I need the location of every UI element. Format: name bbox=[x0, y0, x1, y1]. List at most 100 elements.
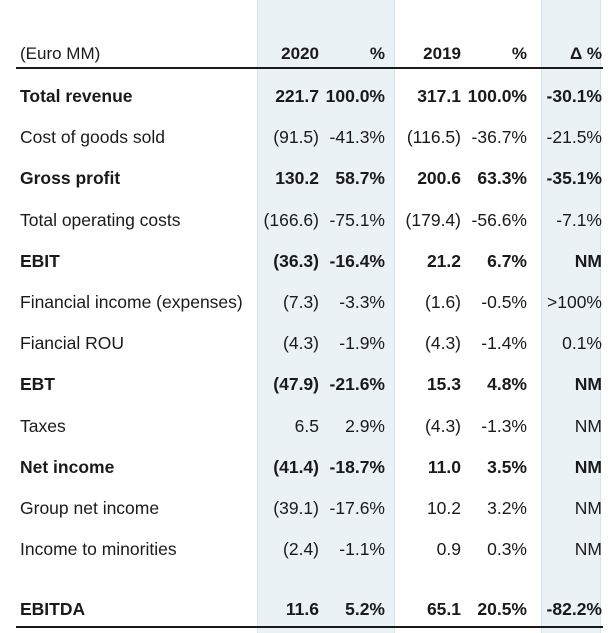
row-label: Fiancial ROU bbox=[20, 333, 125, 353]
delta-percent: -35.1% bbox=[546, 168, 602, 188]
row-label: EBIT bbox=[20, 251, 60, 271]
value-2020: (4.3) bbox=[283, 333, 319, 353]
percent-2019: -0.5% bbox=[481, 292, 527, 312]
table-row: EBIT (36.3) -16.4% 21.2 6.7% NM bbox=[16, 247, 603, 275]
value-2019: 21.2 bbox=[426, 251, 461, 271]
header-rule bbox=[16, 67, 603, 69]
value-2020: (47.9) bbox=[273, 374, 319, 394]
highlight-column-2020 bbox=[257, 0, 395, 633]
value-2020: (36.3) bbox=[273, 251, 319, 271]
delta-percent: -21.5% bbox=[546, 127, 602, 147]
value-2020: (41.4) bbox=[273, 457, 319, 477]
value-2019: (116.5) bbox=[406, 127, 461, 147]
percent-2019: -1.4% bbox=[481, 333, 527, 353]
percent-2020: -41.3% bbox=[329, 127, 385, 147]
percent-2020: -1.1% bbox=[339, 539, 385, 559]
footer-rule bbox=[16, 626, 603, 628]
delta-percent: NM bbox=[574, 457, 602, 477]
percent-2020: -16.4% bbox=[329, 251, 385, 271]
value-2019: 65.1 bbox=[426, 599, 461, 619]
value-2019: 200.6 bbox=[417, 168, 461, 188]
row-label: Taxes bbox=[20, 416, 66, 436]
table-row-ebitda: EBITDA 11.6 5.2% 65.1 20.5% -82.2% bbox=[16, 595, 603, 623]
percent-2020: 5.2% bbox=[345, 599, 385, 619]
percent-2020: -18.7% bbox=[329, 457, 385, 477]
delta-percent: >100% bbox=[547, 292, 602, 312]
delta-percent: NM bbox=[574, 416, 602, 436]
value-2019: 317.1 bbox=[417, 86, 461, 106]
percent-2020: 58.7% bbox=[335, 168, 385, 188]
value-2020: 130.2 bbox=[275, 168, 319, 188]
value-2020: (91.5) bbox=[273, 127, 319, 147]
value-2020: (2.4) bbox=[283, 539, 319, 559]
row-label: Total revenue bbox=[20, 86, 133, 106]
table-row: Income to minorities (2.4) -1.1% 0.9 0.3% NM bbox=[16, 535, 603, 563]
row-label: Cost of goods sold bbox=[20, 127, 165, 147]
value-2020: 221.7 bbox=[275, 86, 319, 106]
value-2019: (4.3) bbox=[425, 333, 461, 353]
column-header-2019-percent: % bbox=[511, 44, 527, 63]
delta-percent: 0.1% bbox=[562, 333, 602, 353]
row-label: Gross profit bbox=[20, 168, 121, 188]
percent-2019: 3.2% bbox=[487, 498, 527, 518]
percent-2020: -21.6% bbox=[329, 374, 385, 394]
table-row: Financial income (expenses) (7.3) -3.3% (1.… bbox=[16, 288, 603, 316]
value-2019: 10.2 bbox=[426, 498, 461, 518]
value-2019: (4.3) bbox=[425, 416, 461, 436]
value-2019: 11.0 bbox=[427, 457, 461, 477]
column-header-2020: 2020 bbox=[281, 44, 319, 63]
table-row: Total operating costs (166.6) -75.1% (179.4… bbox=[16, 206, 603, 234]
highlight-column-delta bbox=[541, 0, 601, 633]
table-header-row: (Euro MM) 2020 % 2019 % Δ % bbox=[16, 40, 603, 68]
table-row: Fiancial ROU (4.3) -1.9% (4.3) -1.4% 0.1% bbox=[16, 329, 603, 357]
delta-percent: NM bbox=[574, 498, 602, 518]
table-row: Cost of goods sold (91.5) -41.3% (116.5) -36… bbox=[16, 123, 603, 151]
percent-2020: -1.9% bbox=[339, 333, 385, 353]
table-row: Net income (41.4) -18.7% 11.0 3.5% NM bbox=[16, 453, 603, 481]
table-row: Total revenue 221.7 100.0% 317.1 100.0% -30.1… bbox=[16, 82, 603, 110]
row-label: EBITDA bbox=[20, 599, 86, 619]
delta-percent: -30.1% bbox=[546, 86, 602, 106]
percent-2019: 100.0% bbox=[467, 86, 527, 106]
value-2020: 6.5 bbox=[294, 416, 319, 436]
percent-2019: 6.7% bbox=[487, 251, 527, 271]
value-2020: (39.1) bbox=[273, 498, 319, 518]
percent-2019: -36.7% bbox=[471, 127, 527, 147]
table-row: Gross profit 130.2 58.7% 200.6 63.3% -35.1% bbox=[16, 164, 603, 192]
value-2019: 15.3 bbox=[426, 374, 461, 394]
percent-2019: -56.6% bbox=[471, 210, 527, 230]
percent-2020: -75.1% bbox=[329, 210, 385, 230]
row-label: Financial income (expenses) bbox=[20, 292, 243, 312]
row-label: Income to minorities bbox=[20, 539, 177, 559]
table-row: Taxes 6.5 2.9% (4.3) -1.3% NM bbox=[16, 412, 603, 440]
value-2020: (166.6) bbox=[263, 210, 319, 230]
percent-2019: 3.5% bbox=[487, 457, 527, 477]
percent-2019: -1.3% bbox=[481, 416, 527, 436]
percent-2020: 100.0% bbox=[325, 86, 385, 106]
percent-2020: -17.6% bbox=[329, 498, 385, 518]
row-label: EBT bbox=[20, 374, 55, 394]
column-header-2020-percent: % bbox=[369, 44, 385, 63]
delta-percent: NM bbox=[574, 251, 602, 271]
table-row: EBT (47.9) -21.6% 15.3 4.8% NM bbox=[16, 370, 603, 398]
row-label: Net income bbox=[20, 457, 115, 477]
unit-label: (Euro MM) bbox=[20, 44, 101, 63]
delta-percent: -7.1% bbox=[556, 210, 602, 230]
percent-2020: 2.9% bbox=[345, 416, 385, 436]
row-label: Total operating costs bbox=[20, 210, 181, 230]
value-2020: (7.3) bbox=[283, 292, 319, 312]
percent-2020: -3.3% bbox=[339, 292, 385, 312]
value-2019: (1.6) bbox=[425, 292, 461, 312]
value-2019: (179.4) bbox=[405, 210, 461, 230]
row-label: Group net income bbox=[20, 498, 160, 518]
column-header-delta: Δ % bbox=[569, 44, 602, 63]
value-2020: 11.6 bbox=[285, 599, 319, 619]
percent-2019: 4.8% bbox=[487, 374, 527, 394]
delta-percent: -82.2% bbox=[546, 599, 602, 619]
column-header-2019: 2019 bbox=[423, 44, 461, 63]
value-2019: 0.9 bbox=[436, 539, 461, 559]
delta-percent: NM bbox=[574, 374, 602, 394]
percent-2019: 0.3% bbox=[487, 539, 527, 559]
table-row: Group net income (39.1) -17.6% 10.2 3.2% NM bbox=[16, 494, 603, 522]
